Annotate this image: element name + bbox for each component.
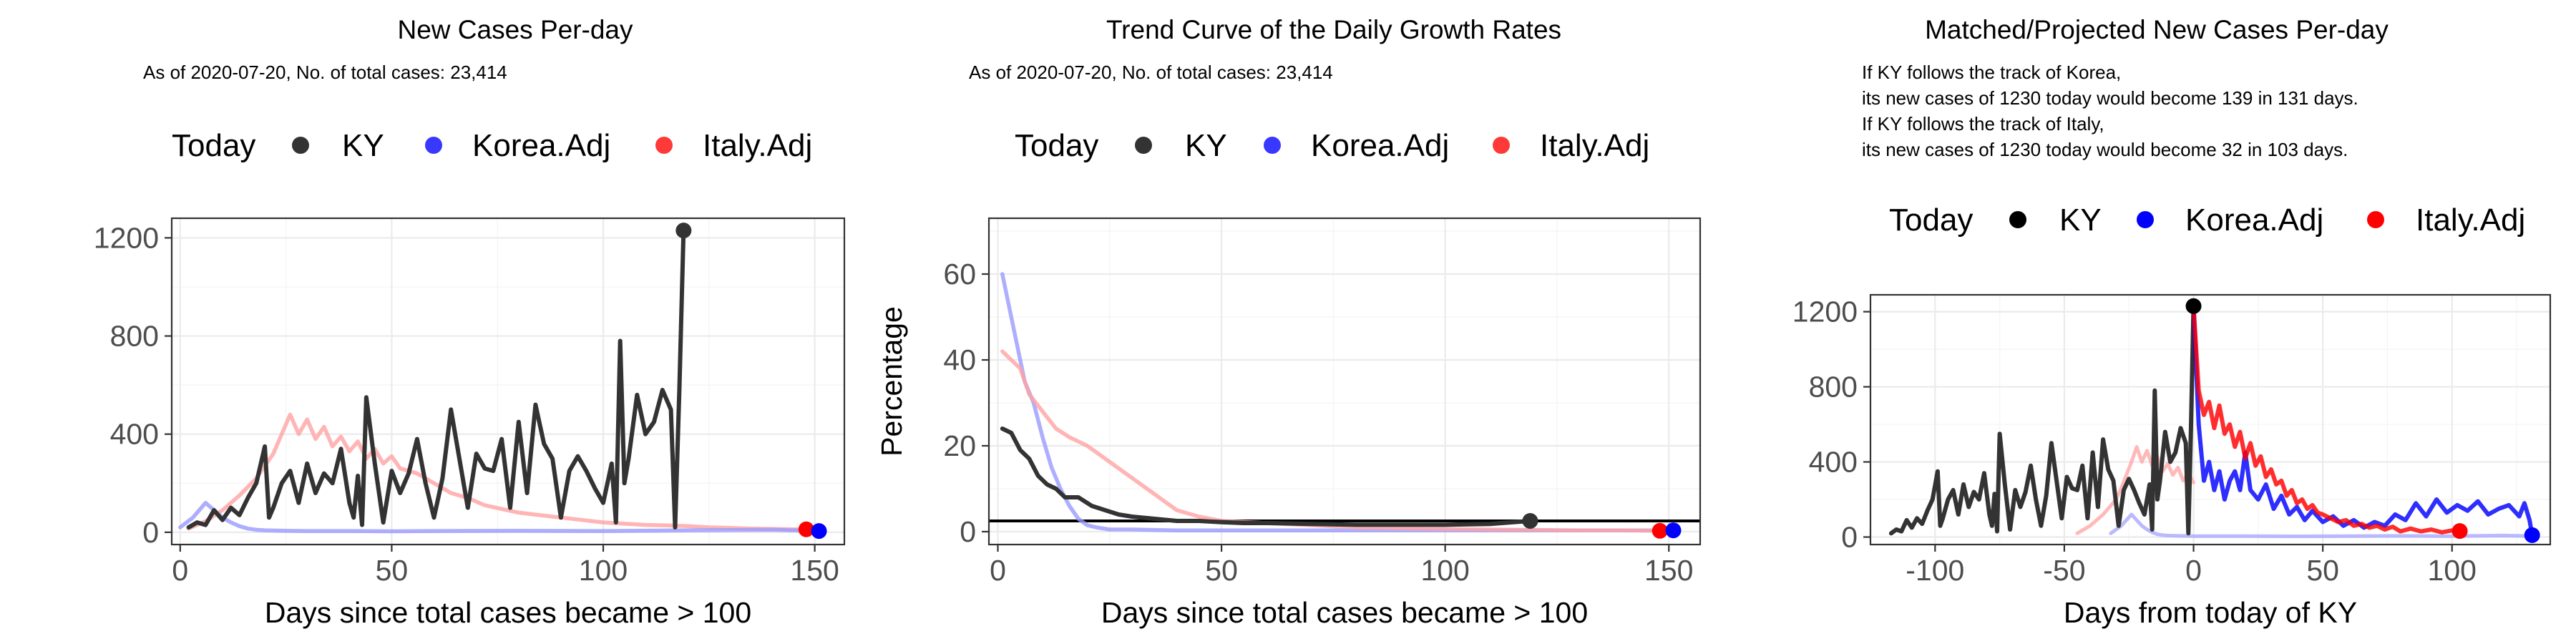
y-tick-label: 0 <box>142 516 159 549</box>
today-point-korea-adj <box>2524 527 2540 543</box>
y-tick-label: 20 <box>943 429 976 462</box>
series-line-italy-adj <box>1000 349 1662 533</box>
chart-subtitle-line-4: its new cases of 1230 today would become… <box>1862 139 2348 160</box>
x-tick-label: 100 <box>2428 554 2477 587</box>
legend-label-korea: Korea.Adj <box>2185 203 2323 238</box>
x-tick-label: 50 <box>376 554 409 587</box>
series-line-korea-adj <box>1000 272 1676 532</box>
x-tick-label: -50 <box>2043 554 2085 587</box>
series-line-korea-adj <box>2191 303 2534 537</box>
x-tick-label: 100 <box>579 554 628 587</box>
panel-border <box>170 217 846 546</box>
axes: 0 50 100 150 0 400 800 1200 <box>94 221 839 587</box>
today-point-italy-adj <box>798 521 814 537</box>
legend-label-italy: Italy.Adj <box>1540 128 1649 163</box>
y-tick-label: 1200 <box>1792 296 1858 328</box>
y-tick-label: 400 <box>1809 446 1858 479</box>
growth-rate-chart: Trend Curve of the Daily Growth Rates As… <box>875 15 1702 629</box>
x-tick-label: -100 <box>1906 554 1964 587</box>
today-point-ky <box>675 223 692 239</box>
today-point-italy-adj <box>2451 523 2468 540</box>
y-tick-label: 800 <box>110 320 159 353</box>
legend-label-ky: KY <box>1185 128 1227 163</box>
x-tick-label: 0 <box>2185 554 2202 587</box>
legend-title: Today <box>1015 128 1098 163</box>
x-tick-label: 0 <box>990 554 1006 587</box>
plot-series <box>989 272 1700 539</box>
x-tick-label: 0 <box>172 554 188 587</box>
today-point-italy-adj <box>1652 522 1668 539</box>
chart-title: Trend Curve of the Daily Growth Rates <box>1106 15 1561 44</box>
legend-label-italy: Italy.Adj <box>2416 203 2525 238</box>
chart-title: Matched/Projected New Cases Per-day <box>1925 15 2389 44</box>
series-line-ky <box>186 228 686 530</box>
grid <box>1870 295 2550 545</box>
x-axis-label: Days since total cases became > 100 <box>1101 596 1588 629</box>
chart-subtitle-line-1: If KY follows the track of Korea, <box>1862 62 2121 83</box>
x-tick-label: 100 <box>1420 554 1469 587</box>
chart-title: New Cases Per-day <box>397 15 633 44</box>
today-point-korea-adj <box>811 523 827 540</box>
y-tick-label: 0 <box>960 515 976 548</box>
legend-title: Today <box>1889 203 1973 238</box>
chart-subtitle-line-2: its new cases of 1230 today would become… <box>1862 87 2358 109</box>
plot-series <box>178 223 827 540</box>
x-tick-label: 50 <box>1205 554 1238 587</box>
panel-border <box>987 217 1702 546</box>
legend-key-korea <box>425 137 442 154</box>
axes: -100 -50 0 50 100 0 400 800 1200 <box>1792 296 2477 587</box>
legend-label-italy: Italy.Adj <box>703 128 812 163</box>
y-tick-label: 400 <box>110 418 159 451</box>
chart-legend: Today KY Korea.Adj Italy.Adj <box>1015 128 1649 163</box>
legend-key-korea <box>2137 211 2154 228</box>
chart-legend: Today KY Korea.Adj Italy.Adj <box>172 128 812 163</box>
legend-key-italy <box>1493 137 1510 154</box>
today-point-ky <box>1522 513 1538 529</box>
today-point-ky <box>2185 298 2202 314</box>
legend-label-ky: KY <box>342 128 384 163</box>
legend-label-korea: Korea.Adj <box>1311 128 1449 163</box>
y-tick-label: 0 <box>1841 521 1858 554</box>
grid <box>989 218 1700 545</box>
x-axis-label: Days since total cases became > 100 <box>265 596 751 629</box>
axes: 0 50 100 150 0 20 40 60 <box>943 258 1693 587</box>
y-tick-label: 40 <box>943 343 976 376</box>
legend-label-korea: Korea.Adj <box>472 128 610 163</box>
y-axis-label: Percentage <box>875 306 908 457</box>
plot-series <box>1888 298 2540 543</box>
x-tick-label: 50 <box>2306 554 2339 587</box>
legend-key-korea <box>1264 137 1281 154</box>
y-tick-label: 800 <box>1809 371 1858 404</box>
today-point-korea-adj <box>1665 522 1682 539</box>
chart-subtitle-line-1: As of 2020-07-20, No. of total cases: 23… <box>143 62 507 83</box>
y-tick-label: 60 <box>943 258 976 291</box>
legend-key-ky <box>2009 211 2026 228</box>
x-tick-label: 150 <box>790 554 839 587</box>
legend-key-italy <box>655 137 673 154</box>
legend-key-italy <box>2367 211 2384 228</box>
legend-label-ky: KY <box>2059 203 2102 238</box>
chart-subtitle-line-3: If KY follows the track of Italy, <box>1862 113 2104 135</box>
series-line-ky <box>1888 303 2196 536</box>
projected-cases-chart: Matched/Projected New Cases Per-day If K… <box>1792 15 2552 629</box>
series-line-ky <box>1000 426 1533 527</box>
new-cases-chart: New Cases Per-day As of 2020-07-20, No. … <box>94 15 846 629</box>
x-axis-label: Days from today of KY <box>2064 596 2357 629</box>
x-tick-label: 150 <box>1644 554 1693 587</box>
chart-subtitle-line-1: As of 2020-07-20, No. of total cases: 23… <box>969 62 1333 83</box>
legend-key-ky <box>1135 137 1152 154</box>
y-tick-label: 1200 <box>94 221 159 254</box>
series-line-italy-adj <box>2191 303 2462 535</box>
legend-title: Today <box>172 128 255 163</box>
panel-border <box>1869 293 2552 546</box>
legend-key-ky <box>292 137 309 154</box>
series-line-korea-adj-history <box>2109 512 2537 538</box>
chart-legend: Today KY Korea.Adj Italy.Adj <box>1889 203 2525 238</box>
